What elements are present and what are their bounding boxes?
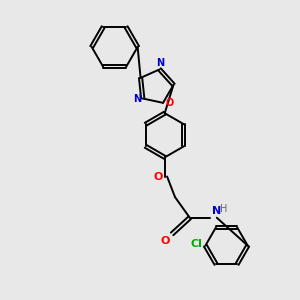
Text: N: N xyxy=(134,94,142,103)
Text: Cl: Cl xyxy=(190,239,202,249)
Text: O: O xyxy=(165,98,174,108)
Text: O: O xyxy=(161,236,170,246)
Text: N: N xyxy=(156,58,164,68)
Text: N: N xyxy=(212,206,221,216)
Text: H: H xyxy=(220,204,227,214)
Text: O: O xyxy=(154,172,163,182)
